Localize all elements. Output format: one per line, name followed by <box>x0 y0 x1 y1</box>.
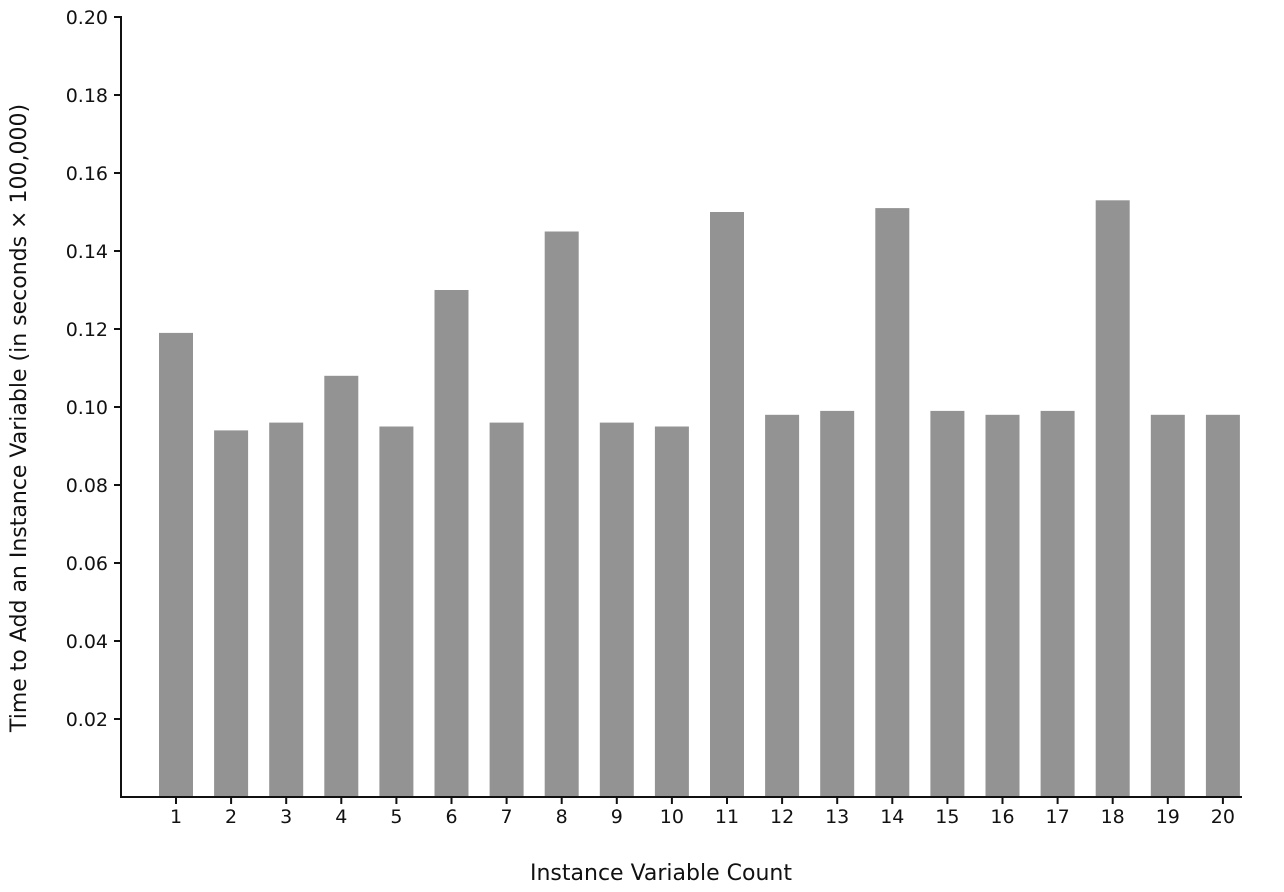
x-tick-label: 4 <box>335 806 347 828</box>
x-axis-ticks: 1 2 3 4 5 6 7 8 9 10 11 12 13 14 15 16 17 18 19 20 <box>170 797 1235 828</box>
x-tick-label: 1 <box>170 806 182 828</box>
bar-8 <box>544 231 579 797</box>
bar-17 <box>1040 410 1075 797</box>
bar-13 <box>820 410 855 797</box>
bar-18 <box>1095 200 1130 798</box>
bar-20 <box>1205 414 1240 797</box>
bar-7 <box>489 422 524 797</box>
y-axis-title: Time to Add an Instance Variable (in sec… <box>7 104 32 733</box>
bar-11 <box>710 212 744 797</box>
x-tick-label: 15 <box>935 806 959 828</box>
x-tick-label: 9 <box>611 806 623 828</box>
y-tick-label: 0.10 <box>66 397 108 419</box>
y-tick-label: 0.16 <box>66 163 108 185</box>
y-tick-label: 0.08 <box>66 475 108 497</box>
y-tick-label: 0.04 <box>66 631 108 653</box>
x-tick-label: 12 <box>770 806 794 828</box>
bar-15 <box>930 410 965 797</box>
x-tick-label: 5 <box>390 806 402 828</box>
bar-10 <box>654 426 689 797</box>
x-tick-label: 18 <box>1101 806 1125 828</box>
x-axis-title: Instance Variable Count <box>530 861 792 886</box>
x-tick-label: 6 <box>445 806 457 828</box>
x-tick-label: 19 <box>1156 806 1180 828</box>
y-tick-label: 0.12 <box>66 319 108 341</box>
x-tick-label: 17 <box>1046 806 1070 828</box>
bar-14 <box>875 208 910 798</box>
y-tick-label: 0.14 <box>66 241 108 263</box>
x-tick-label: 20 <box>1211 806 1235 828</box>
bar-12 <box>765 414 800 797</box>
y-tick-label: 0.18 <box>66 85 108 107</box>
y-axis-ticks: 0.02 0.04 0.06 0.08 0.10 0.12 0.14 0.16 0.18 0.20 <box>66 7 121 731</box>
y-tick-label: 0.20 <box>66 7 108 29</box>
x-tick-label: 2 <box>225 806 237 828</box>
x-tick-label: 13 <box>825 806 849 828</box>
y-tick-label: 0.02 <box>66 709 108 731</box>
bar-9 <box>599 422 634 797</box>
y-tick-label: 0.06 <box>66 553 108 575</box>
bar-2 <box>214 430 249 797</box>
x-tick-label: 14 <box>880 806 904 828</box>
bar-3 <box>269 422 304 797</box>
x-tick-label: 7 <box>501 806 513 828</box>
x-tick-label: 11 <box>715 806 739 828</box>
bars-group <box>159 200 1240 798</box>
bar-4 <box>324 375 359 797</box>
x-tick-label: 3 <box>280 806 292 828</box>
bar-16 <box>985 414 1020 797</box>
x-tick-label: 10 <box>660 806 684 828</box>
bar-6 <box>434 290 469 797</box>
x-tick-label: 16 <box>990 806 1014 828</box>
bar-19 <box>1150 414 1185 797</box>
bar-1 <box>159 332 193 797</box>
bar-5 <box>379 426 414 797</box>
x-tick-label: 8 <box>556 806 568 828</box>
